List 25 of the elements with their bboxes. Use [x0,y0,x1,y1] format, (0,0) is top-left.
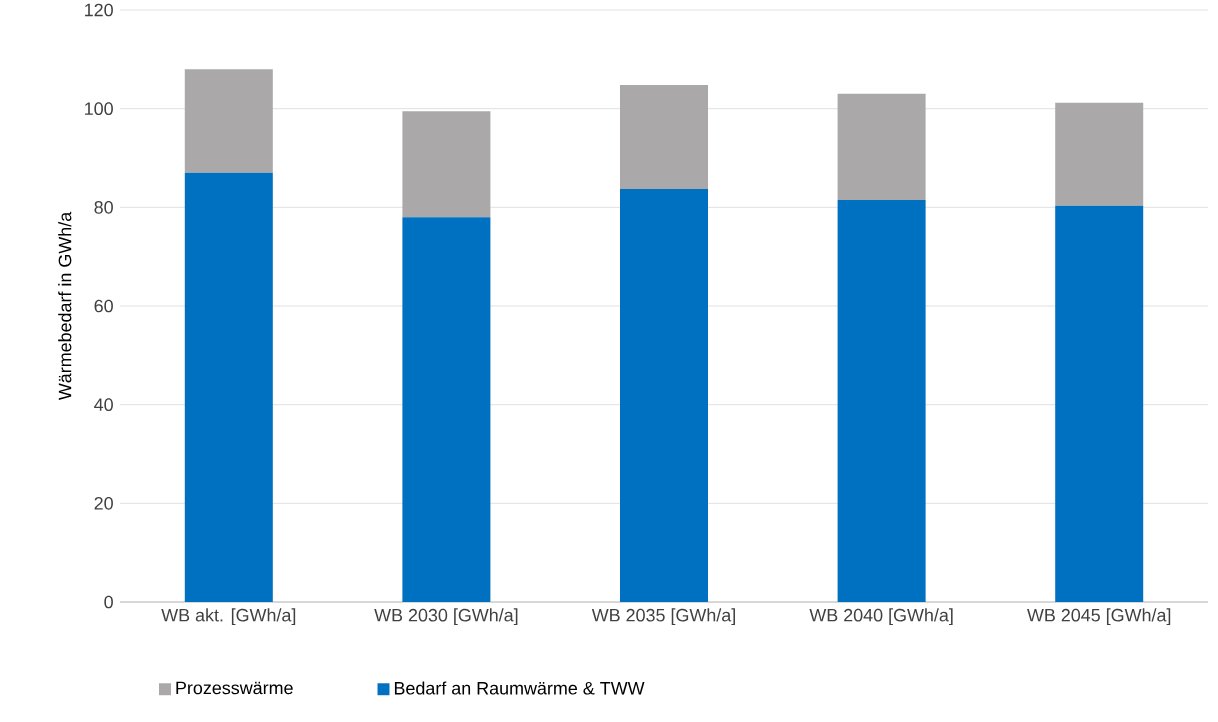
x-tick-label: WB 2045 [GWh/a] [1027,608,1171,626]
y-tick-label: 120 [85,3,113,17]
y-tick-label: 0 [104,595,113,609]
x-tick-label: WB 2035 [GWh/a] [591,608,735,626]
bar [1055,205,1144,602]
x-tick-label: WB 2040 [GWh/a] [809,608,953,626]
y-tick-label: 100 [85,102,113,116]
bar [402,217,491,602]
bar [837,93,926,200]
legend-label: Bedarf an Raumwärme & TWW [394,681,645,695]
x-tick-label: WB akt. [GWh/a] [161,608,296,626]
y-tick-label: 80 [94,200,113,214]
bar [837,199,926,602]
y-tick-label: 60 [94,299,113,313]
y-axis-title: Wärmebedarf in GWh/a [58,211,72,401]
legend-label: Prozesswärme [176,681,293,695]
bar [1055,102,1144,206]
bar [620,189,708,602]
y-tick-label: 40 [94,398,113,412]
x-tick-label: WB 2030 [GWh/a] [374,608,518,626]
bar [620,84,708,190]
bar [402,111,491,218]
y-tick-label: 20 [94,496,113,510]
bar [184,172,273,602]
bar [184,69,273,173]
